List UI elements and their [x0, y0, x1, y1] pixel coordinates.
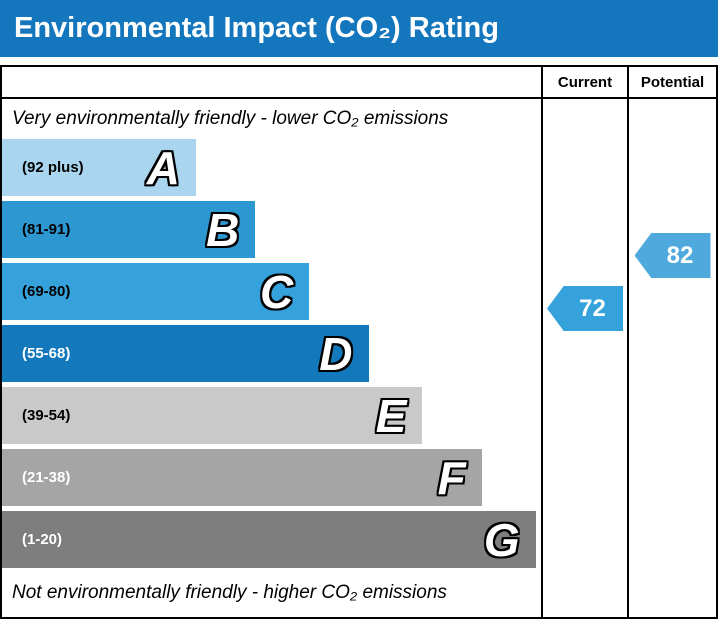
- band-row-f: (21-38) F: [2, 449, 482, 506]
- bands-column: Very environmentally friendly - lower CO…: [2, 99, 541, 617]
- band-letter: C: [259, 265, 294, 318]
- potential-column-header: Potential: [627, 67, 716, 99]
- page-title: Environmental Impact (CO₂) Rating: [14, 12, 499, 44]
- current-column: 72: [541, 99, 627, 617]
- current-column-header: Current: [541, 67, 627, 99]
- title-bar: Environmental Impact (CO₂) Rating: [0, 0, 718, 57]
- band-range: (1-20): [22, 531, 63, 548]
- epc-co2-chart: Current Potential Very environmentally f…: [0, 65, 718, 619]
- top-note: Very environmentally friendly - lower CO…: [12, 108, 449, 129]
- main-header-cell: [2, 67, 541, 99]
- band-range: (69-80): [22, 283, 71, 300]
- band-row-g: (1-20) G: [2, 511, 536, 568]
- potential-arrow: 82: [634, 233, 711, 278]
- band-letter: E: [375, 389, 408, 442]
- current-arrow: 72: [547, 286, 623, 331]
- band-range: (55-68): [22, 345, 71, 362]
- band-row-b: (81-91) B: [2, 201, 256, 258]
- band-row-a: (92 plus) A: [2, 139, 197, 196]
- band-range: (81-91): [22, 221, 71, 238]
- bottom-note: Not environmentally friendly - higher CO…: [12, 582, 447, 603]
- current-rating-value: 72: [579, 294, 606, 322]
- band-letter: B: [205, 203, 240, 256]
- band-letter: D: [318, 327, 353, 380]
- band-letter: A: [146, 141, 181, 194]
- potential-column: 82: [627, 99, 716, 617]
- band-range: (21-38): [22, 469, 71, 486]
- band-letter: G: [483, 513, 521, 566]
- band-range: (92 plus): [22, 159, 84, 176]
- band-row-e: (39-54) E: [2, 387, 423, 444]
- band-range: (39-54): [22, 407, 71, 424]
- band-row-d: (55-68) D: [2, 325, 369, 382]
- band-letter: F: [437, 451, 467, 504]
- band-row-c: (69-80) C: [2, 263, 310, 320]
- potential-rating-value: 82: [666, 241, 694, 269]
